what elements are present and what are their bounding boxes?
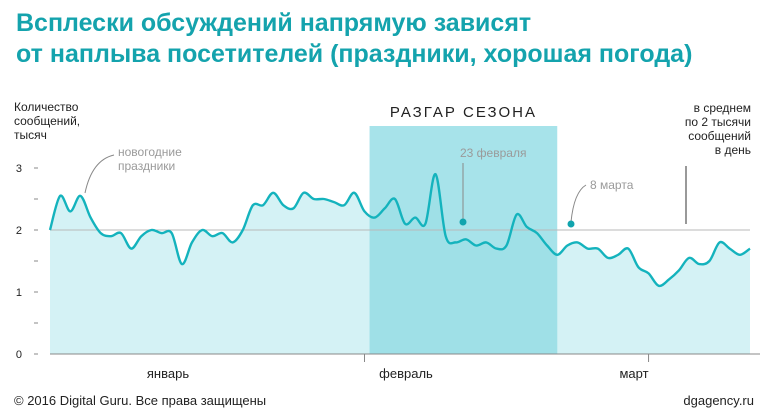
month-label-2: февраль	[379, 366, 433, 381]
annotation-average-line-3: сообщений	[688, 129, 751, 143]
annotation-mar8-pointer	[570, 184, 587, 223]
copyright-text: © 2016 Digital Guru. Все права защищены	[14, 393, 267, 408]
y-tick-label-2: 2	[16, 225, 22, 237]
month-label-1: январь	[147, 366, 189, 381]
chart-title-line-1: Всплески обсуждений напрямую зависят	[16, 9, 532, 37]
y-tick-label-0: 0	[16, 349, 22, 361]
y-tick-label-1: 1	[16, 287, 22, 299]
chart-title: Всплески обсуждений напрямую зависят от …	[16, 8, 756, 70]
annotation-new-year-line-1: новогодние	[118, 145, 182, 159]
annotation-new-year-pointer	[84, 154, 115, 194]
y-axis-label-line-3: тысяч	[14, 128, 47, 142]
annotation-new-year-line-2: праздники	[118, 159, 175, 173]
site-link[interactable]: dgagency.ru	[683, 393, 754, 408]
season-band-label: РАЗГАР СЕЗОНА	[390, 104, 537, 121]
y-axis-label-line-2: сообщений,	[14, 114, 80, 128]
y-axis-label-line-1: Количество	[14, 100, 79, 114]
annotation-mar8-marker	[567, 220, 575, 228]
y-tick-label-3: 3	[16, 163, 22, 175]
chart-title-line-2: от наплыва посетителей (праздники, хорош…	[16, 40, 693, 68]
annotation-average-line-1: в среднем	[694, 101, 751, 115]
month-label-3: март	[619, 366, 648, 381]
annotation-feb23-marker	[459, 218, 467, 226]
annotation-feb23: 23 февраля	[460, 146, 526, 160]
annotation-average-line-2: по 2 тысячи	[685, 115, 751, 129]
series-line	[48, 172, 751, 288]
annotation-average-line-4: в день	[715, 143, 751, 157]
annotation-mar8: 8 марта	[590, 178, 634, 192]
